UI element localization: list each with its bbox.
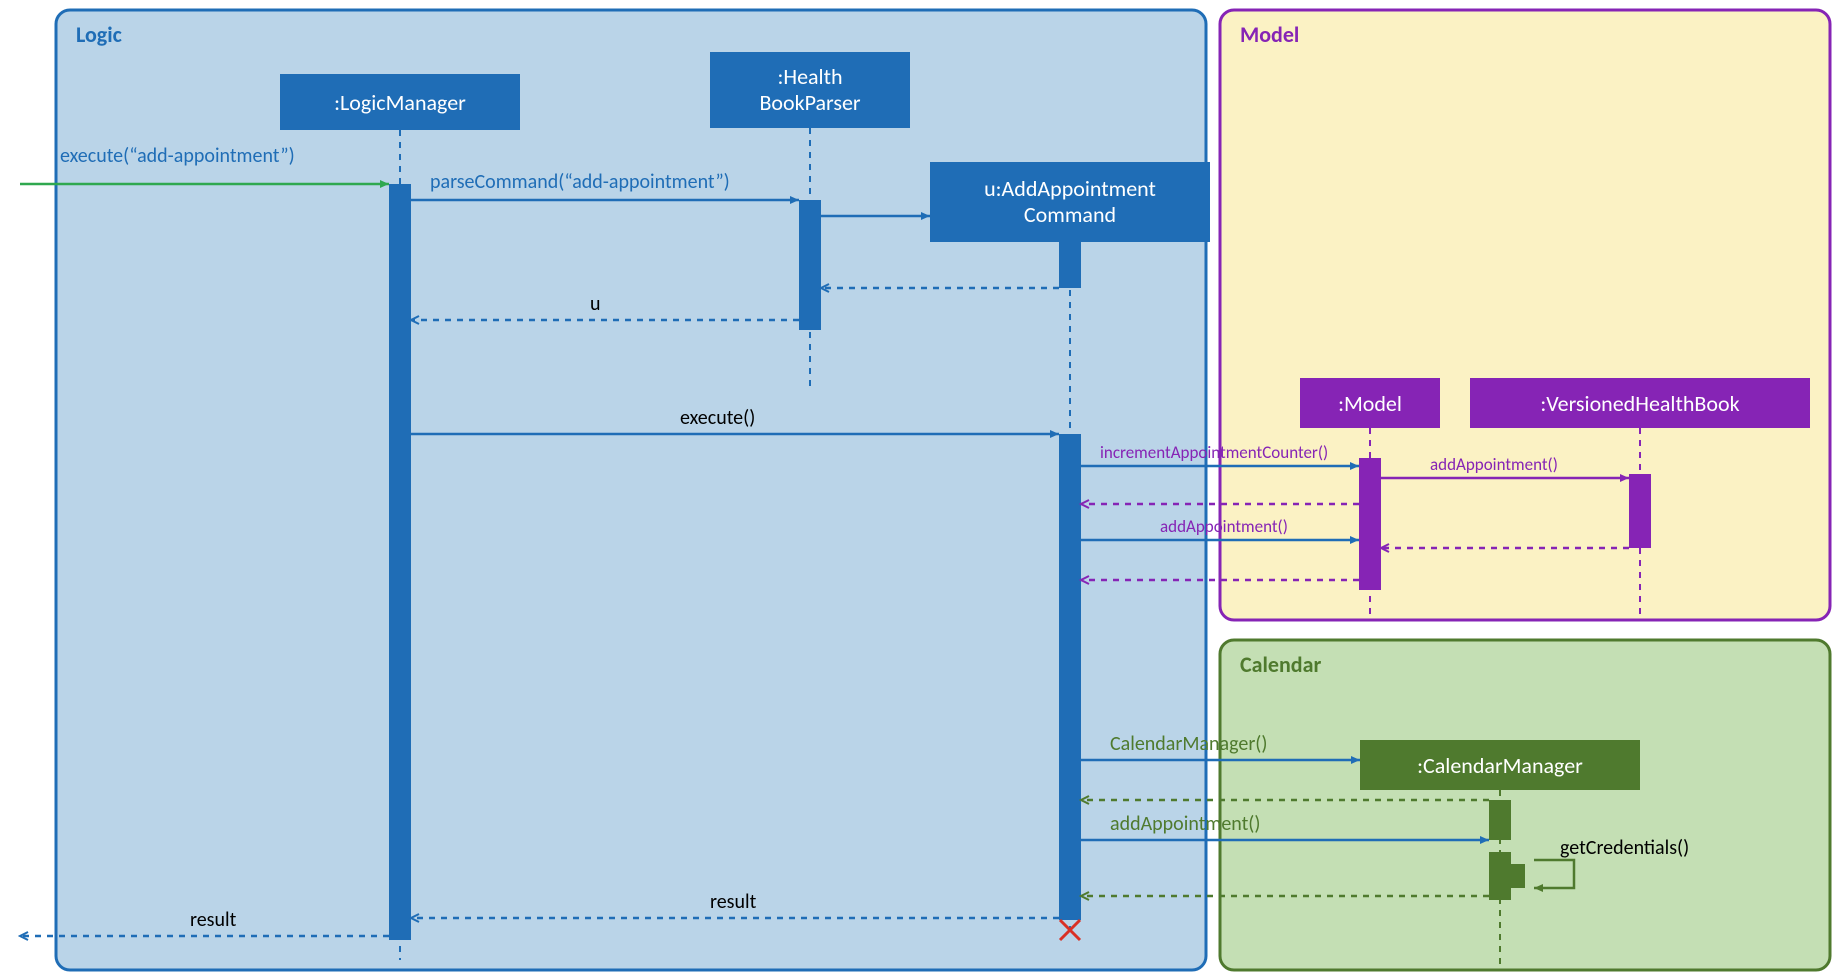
participant-label: :CalendarManager: [1417, 752, 1583, 779]
message-label: addAppointment(): [1160, 516, 1288, 537]
activation: [1059, 242, 1081, 288]
message-label: addAppointment(): [1430, 454, 1558, 475]
activation: [1629, 474, 1651, 548]
message-label: incrementAppointmentCounter(): [1100, 442, 1328, 463]
participant-label: Command: [1024, 201, 1116, 228]
message-label: u: [590, 292, 601, 316]
activation: [799, 200, 821, 330]
participant-label: :LogicManager: [334, 89, 466, 116]
activation: [1359, 458, 1381, 590]
message-label: result: [710, 890, 757, 914]
message-label: parseCommand(“add-appointment”): [430, 170, 730, 194]
message-label: CalendarManager(): [1110, 732, 1267, 756]
message-label: addAppointment(): [1110, 812, 1260, 836]
participant-label: :Model: [1338, 390, 1402, 417]
region-model: [1220, 10, 1830, 620]
self-call-label: getCredentials(): [1560, 836, 1689, 860]
activation: [1507, 864, 1525, 888]
message-label: execute(): [680, 406, 755, 430]
participant-label: :Health: [777, 63, 842, 90]
participant-label: u:AddAppointment: [984, 175, 1156, 202]
activation: [389, 184, 411, 940]
activation: [1059, 434, 1081, 920]
sequence-diagram: Logic Model Calendar :LogicManager :HealthBo…: [0, 0, 1840, 980]
region-label-logic: Logic: [76, 21, 122, 48]
region-label-calendar: Calendar: [1240, 651, 1321, 678]
participant-label: BookParser: [759, 89, 860, 116]
region-calendar: [1220, 640, 1830, 970]
message-label: execute(“add-appointment”): [60, 144, 295, 168]
region-label-model: Model: [1240, 21, 1299, 48]
participant-label: :VersionedHealthBook: [1540, 390, 1739, 417]
activation: [1489, 800, 1511, 840]
message-label: result: [190, 908, 237, 932]
